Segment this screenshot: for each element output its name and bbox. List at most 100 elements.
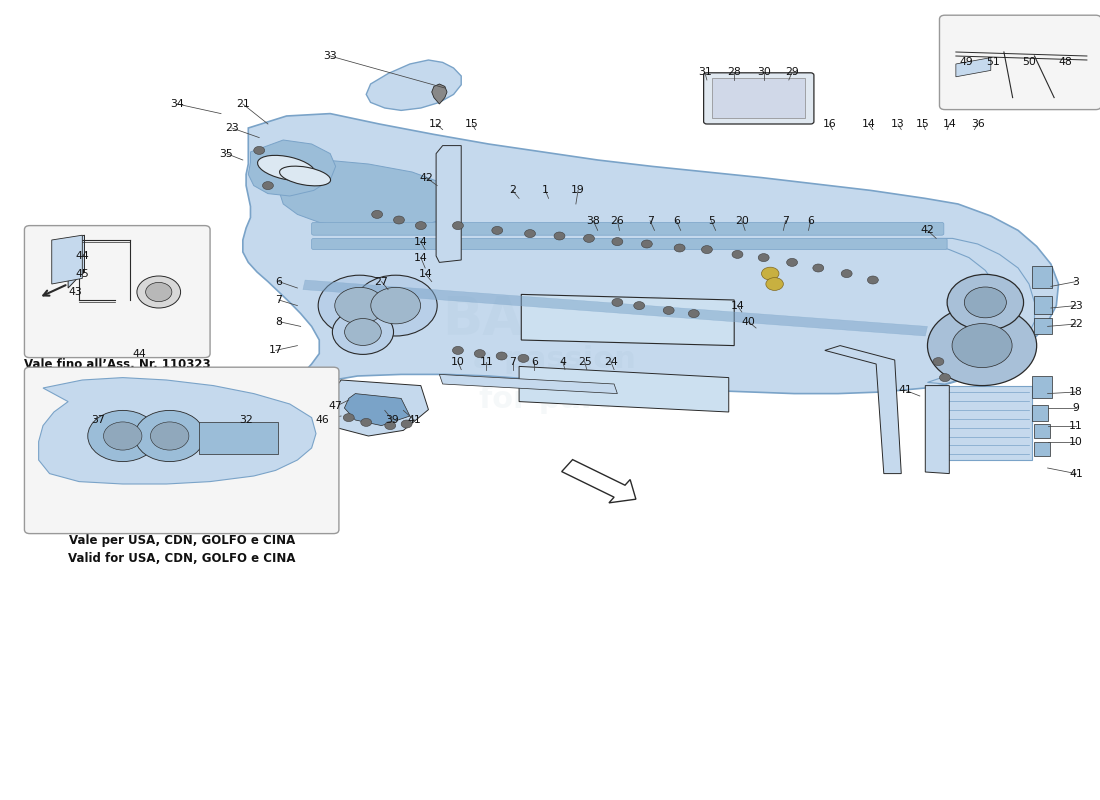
Text: 42: 42 bbox=[921, 226, 934, 235]
Text: 38: 38 bbox=[586, 216, 601, 226]
Text: 25: 25 bbox=[578, 357, 592, 366]
Text: 14: 14 bbox=[418, 269, 432, 278]
Polygon shape bbox=[366, 60, 461, 110]
Text: 20: 20 bbox=[735, 216, 749, 226]
Text: 42: 42 bbox=[419, 173, 433, 182]
Circle shape bbox=[452, 346, 463, 354]
Text: 33: 33 bbox=[323, 51, 337, 61]
Circle shape bbox=[766, 278, 783, 290]
Text: 49: 49 bbox=[960, 58, 974, 67]
Text: 14: 14 bbox=[943, 119, 956, 129]
Polygon shape bbox=[439, 374, 617, 394]
Text: 47: 47 bbox=[329, 402, 342, 411]
Text: 7: 7 bbox=[275, 295, 283, 305]
FancyBboxPatch shape bbox=[704, 73, 814, 124]
Text: 51: 51 bbox=[986, 58, 1000, 67]
Text: 50: 50 bbox=[1022, 58, 1036, 67]
Text: 22: 22 bbox=[1069, 319, 1082, 329]
Text: a passion: a passion bbox=[473, 346, 636, 374]
Text: 9: 9 bbox=[1072, 403, 1079, 413]
Circle shape bbox=[702, 246, 713, 254]
Polygon shape bbox=[52, 235, 82, 284]
Polygon shape bbox=[302, 280, 927, 336]
Circle shape bbox=[263, 182, 274, 190]
Text: 43: 43 bbox=[69, 287, 82, 297]
Circle shape bbox=[758, 254, 769, 262]
Circle shape bbox=[254, 146, 265, 154]
Text: 34: 34 bbox=[170, 99, 184, 109]
Text: 23: 23 bbox=[1069, 301, 1082, 310]
Text: 41: 41 bbox=[1069, 469, 1082, 478]
Polygon shape bbox=[927, 238, 1034, 384]
Circle shape bbox=[151, 422, 189, 450]
Circle shape bbox=[927, 306, 1036, 386]
Bar bbox=[1034, 442, 1049, 456]
FancyBboxPatch shape bbox=[311, 238, 947, 250]
Polygon shape bbox=[825, 346, 901, 474]
Bar bbox=[1032, 266, 1052, 288]
Text: 24: 24 bbox=[604, 357, 618, 366]
Text: 8: 8 bbox=[275, 317, 283, 326]
Text: 6: 6 bbox=[807, 216, 814, 226]
Polygon shape bbox=[344, 394, 410, 426]
Text: 40: 40 bbox=[741, 317, 756, 326]
Circle shape bbox=[786, 258, 798, 266]
FancyArrow shape bbox=[562, 460, 636, 503]
Polygon shape bbox=[436, 146, 461, 262]
Text: 14: 14 bbox=[730, 301, 745, 310]
Text: 27: 27 bbox=[375, 277, 388, 286]
Text: 35: 35 bbox=[220, 149, 233, 158]
Text: 2: 2 bbox=[509, 186, 516, 195]
Text: Vale per USA, CDN, GOLFO e CINA: Vale per USA, CDN, GOLFO e CINA bbox=[68, 534, 295, 547]
Polygon shape bbox=[279, 160, 455, 230]
Circle shape bbox=[612, 298, 623, 306]
Polygon shape bbox=[249, 140, 336, 196]
Text: 44: 44 bbox=[132, 349, 146, 358]
Polygon shape bbox=[519, 366, 728, 412]
Text: 14: 14 bbox=[414, 237, 428, 246]
Circle shape bbox=[939, 374, 950, 382]
Circle shape bbox=[394, 216, 405, 224]
Circle shape bbox=[134, 410, 205, 462]
Text: 1: 1 bbox=[542, 186, 549, 195]
Circle shape bbox=[136, 276, 180, 308]
Text: 5: 5 bbox=[707, 216, 715, 226]
Circle shape bbox=[554, 232, 565, 240]
Circle shape bbox=[663, 306, 674, 314]
Text: Valid for USA, CDN, GOLFO e CINA: Valid for USA, CDN, GOLFO e CINA bbox=[68, 552, 296, 565]
Circle shape bbox=[641, 240, 652, 248]
Text: 18: 18 bbox=[1069, 387, 1082, 397]
Circle shape bbox=[947, 274, 1024, 330]
Circle shape bbox=[474, 350, 485, 358]
Text: 46: 46 bbox=[316, 415, 329, 425]
Circle shape bbox=[868, 276, 878, 284]
Text: 30: 30 bbox=[757, 67, 771, 77]
Text: 29: 29 bbox=[785, 67, 799, 77]
Text: BANZAI: BANZAI bbox=[442, 294, 667, 346]
Polygon shape bbox=[39, 378, 316, 484]
Text: 26: 26 bbox=[610, 216, 624, 226]
Bar bbox=[713, 78, 805, 118]
Text: 41: 41 bbox=[407, 415, 421, 425]
Circle shape bbox=[343, 414, 354, 422]
Bar bbox=[1034, 424, 1049, 438]
Circle shape bbox=[334, 287, 385, 324]
Text: for parts: for parts bbox=[480, 386, 629, 414]
Text: 15: 15 bbox=[465, 119, 478, 129]
Circle shape bbox=[318, 275, 402, 336]
Circle shape bbox=[344, 318, 382, 346]
Circle shape bbox=[371, 287, 420, 324]
Circle shape bbox=[518, 354, 529, 362]
Bar bbox=[1034, 296, 1052, 314]
Bar bbox=[1032, 376, 1052, 398]
Text: 32: 32 bbox=[239, 415, 253, 425]
Text: 23: 23 bbox=[226, 123, 239, 133]
Text: 6: 6 bbox=[531, 357, 538, 366]
Text: 21: 21 bbox=[236, 99, 250, 109]
Circle shape bbox=[933, 358, 944, 366]
Text: 19: 19 bbox=[571, 186, 585, 195]
Text: 16: 16 bbox=[823, 119, 836, 129]
Bar bbox=[1034, 318, 1052, 334]
Circle shape bbox=[492, 226, 503, 234]
Text: 45: 45 bbox=[76, 269, 89, 278]
